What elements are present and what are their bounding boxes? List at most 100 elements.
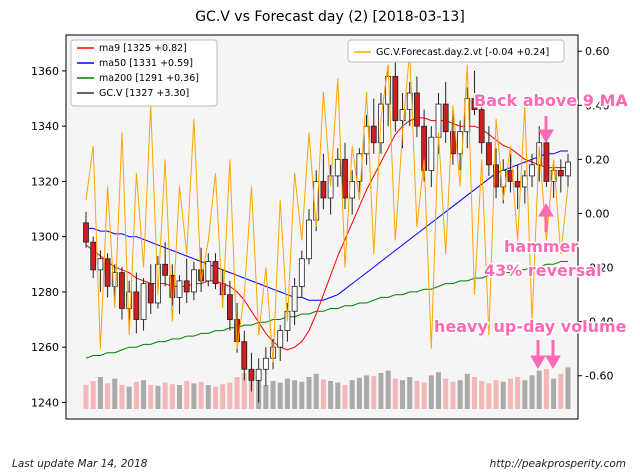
volume-bar — [105, 383, 111, 409]
volume-bar — [299, 381, 305, 409]
forecast-series — [85, 51, 569, 363]
volume-bar — [400, 380, 406, 409]
volume-bar — [184, 381, 190, 409]
footer-source-link[interactable]: http://peakprosperity.com — [489, 458, 626, 470]
candle-body — [471, 98, 478, 110]
y-left-tick-label: 1280 — [31, 286, 59, 299]
volume-bar — [486, 383, 492, 409]
candle-body — [327, 175, 334, 199]
arrow-up-icon — [538, 203, 554, 232]
legend-right: GC.V.Forecast.day.2.vt [-0.04 +0.24] — [347, 39, 565, 63]
volume-bar — [97, 377, 103, 409]
volume-bar — [414, 381, 420, 409]
volume-bar — [371, 376, 377, 409]
candle-body — [90, 241, 97, 271]
candle-body — [133, 291, 140, 320]
volume-bar — [443, 378, 449, 409]
legend-entry: GC.V.Forecast.day.2.vt [-0.04 +0.24] — [376, 47, 549, 58]
ma50-series — [86, 150, 568, 301]
footer-last-update: Last update Mar 14, 2018 — [12, 458, 148, 470]
legend-entry: ma200 [1291 +0.36] — [99, 73, 199, 84]
candle-body — [514, 181, 521, 188]
candle-body — [370, 125, 377, 144]
volume-bar — [558, 373, 564, 409]
candle-body — [442, 103, 449, 133]
y-left-tick-label: 1260 — [31, 341, 59, 354]
candle-body — [126, 291, 133, 309]
volume-bar — [112, 378, 118, 409]
y-right-tick-label: 0.20 — [585, 153, 610, 166]
y-right-tick-label: -0.40 — [585, 316, 613, 329]
candle-body — [529, 164, 535, 177]
y-right-tick-label: 0.60 — [585, 45, 610, 58]
volume-bar — [536, 370, 542, 409]
candle-body — [104, 258, 111, 287]
candle-body — [565, 161, 571, 177]
volume-bar — [241, 373, 247, 409]
candle-body — [392, 76, 399, 122]
volume-bar — [428, 375, 434, 409]
candle-body — [550, 169, 557, 182]
candle-body — [83, 222, 89, 243]
y-left-tick-label: 1240 — [31, 396, 59, 409]
candle-body — [111, 272, 118, 287]
volume-bar — [356, 377, 362, 409]
candle-body — [493, 164, 499, 188]
candle-body — [414, 92, 420, 127]
candle-body — [97, 258, 104, 271]
volume-bar — [177, 385, 183, 409]
arrow-down-icon — [538, 116, 554, 143]
volume-bar — [155, 385, 161, 409]
volume-bar — [133, 381, 139, 409]
volume-bar — [205, 385, 211, 409]
volume-bar — [126, 386, 132, 409]
candle-body — [262, 357, 269, 370]
ma200-line — [85, 261, 568, 359]
volume-bar — [198, 381, 204, 409]
volume-bar — [90, 381, 96, 409]
volume-bar — [141, 380, 147, 409]
candle-body — [298, 258, 305, 287]
candle-body — [248, 368, 255, 381]
volume-bar — [119, 385, 125, 409]
candle-body — [449, 131, 456, 155]
annotation-volume: heavy up-day volume — [434, 317, 627, 336]
volume-bar — [457, 380, 463, 409]
volume-bar — [277, 382, 283, 409]
volume-bar — [407, 377, 413, 409]
volume-bar — [421, 382, 427, 409]
volume-bar — [436, 372, 442, 409]
candle-body — [205, 261, 212, 282]
candle-body — [191, 269, 197, 293]
candle-body — [291, 285, 298, 312]
volume-bar — [479, 381, 485, 409]
volume-bar — [507, 378, 513, 409]
candle-body — [342, 158, 348, 199]
candle-body — [306, 219, 312, 260]
candle-body — [334, 158, 341, 177]
arrow-down-icon — [545, 340, 561, 369]
candle-body — [176, 280, 183, 298]
candle-body — [212, 261, 219, 285]
volume-bar — [328, 381, 334, 409]
y-left-tick-label: 1360 — [31, 65, 59, 78]
legend-entry: ma50 [1331 +0.59] — [99, 58, 193, 69]
legend-entry: GC.V [1327 +3.30] — [99, 88, 189, 99]
volume-bar — [162, 382, 168, 409]
annotation-back-above-ma: Back above 9 MA — [474, 91, 628, 110]
candle-body — [255, 368, 262, 381]
volume-bar — [284, 378, 290, 409]
volume-bar — [220, 384, 226, 409]
y-right-tick-label: -0.20 — [585, 262, 613, 275]
volume-bar — [191, 383, 197, 409]
candle-body — [428, 136, 435, 171]
ma9-line — [85, 117, 568, 351]
y-right-tick-label: 0.40 — [585, 99, 610, 112]
annotation-hammer: hammer — [504, 237, 578, 256]
volume-bar — [500, 381, 506, 409]
volume-bar — [270, 381, 276, 409]
candle-body — [277, 330, 284, 348]
volume-bar — [464, 373, 470, 409]
candle-body — [219, 283, 226, 296]
